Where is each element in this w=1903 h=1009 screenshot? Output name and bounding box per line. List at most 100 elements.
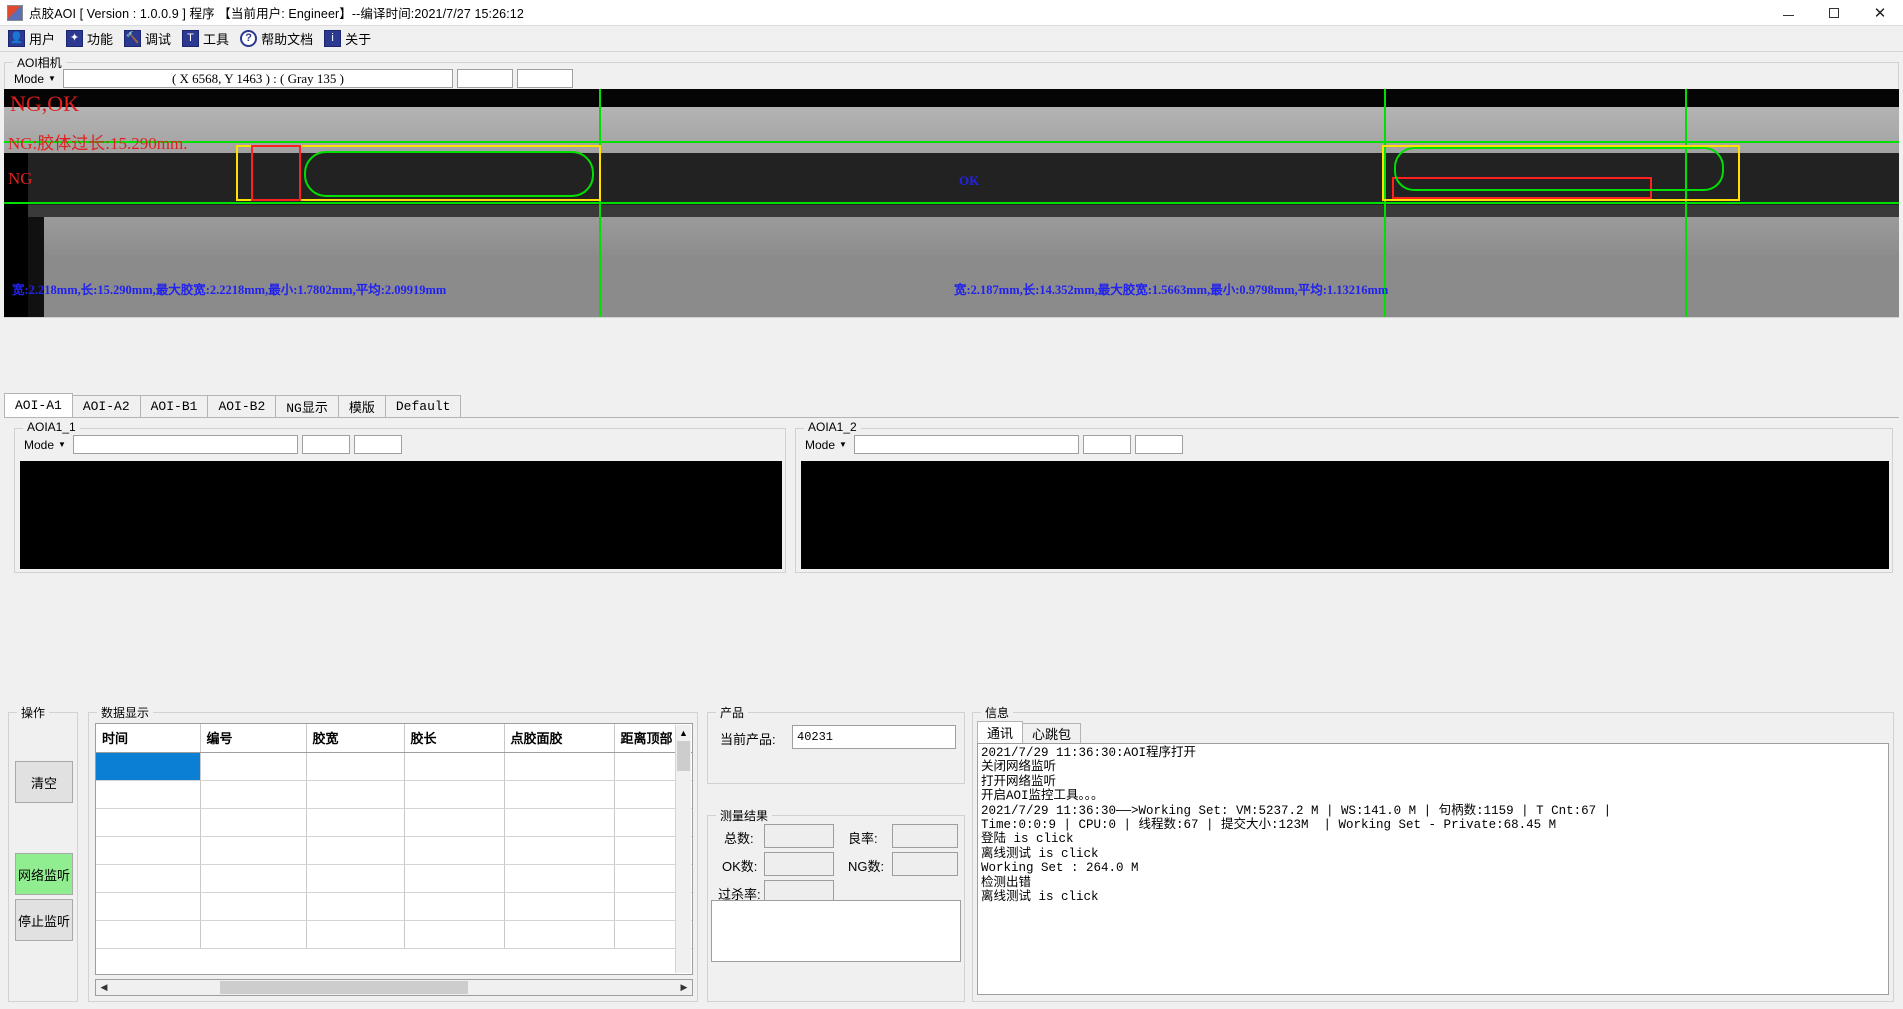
vertical-scroll-thumb[interactable] [677, 741, 690, 771]
subview-1-field-1[interactable] [72, 435, 298, 454]
menu-item-user[interactable]: 👤 用户 [6, 27, 64, 51]
defect-box-right [1392, 177, 1652, 199]
table-cell[interactable] [504, 836, 615, 865]
table-cell[interactable] [306, 780, 405, 809]
table-row[interactable] [96, 808, 692, 837]
table-cell[interactable] [306, 752, 405, 781]
subview-1-canvas[interactable] [20, 461, 782, 569]
column-header-glue-length[interactable]: 胶长 [404, 724, 505, 753]
stop-network-listen-button[interactable]: 停止监听 [15, 899, 73, 941]
column-header-number[interactable]: 编号 [200, 724, 307, 753]
table-cell[interactable] [404, 836, 505, 865]
table-cell[interactable] [404, 892, 505, 921]
table-row[interactable] [96, 864, 692, 893]
horizontal-scroll-track[interactable] [112, 980, 676, 995]
data-table-viewport[interactable]: 时间 编号 胶宽 胶长 点胶面胶 距离顶部 [95, 723, 693, 975]
log-output[interactable]: 2021/7/29 11:36:30:AOI程序打开 关闭网络监听 打开网络监听… [977, 743, 1889, 995]
table-cell[interactable] [306, 920, 405, 949]
table-cell[interactable] [504, 752, 615, 781]
table-cell[interactable] [306, 808, 405, 837]
tab-communication[interactable]: 通讯 [977, 721, 1024, 743]
table-cell[interactable] [504, 864, 615, 893]
table-cell-selected[interactable] [96, 752, 201, 781]
table-cell[interactable] [200, 780, 307, 809]
table-row[interactable] [96, 920, 692, 949]
camera-field-2[interactable] [456, 69, 513, 88]
table-cell[interactable] [504, 808, 615, 837]
tab-aoi-b2[interactable]: AOI-B2 [207, 395, 277, 417]
menu-item-about[interactable]: i 关于 [322, 27, 380, 51]
table-cell[interactable] [96, 808, 201, 837]
subview-2-field-2[interactable] [1082, 435, 1131, 454]
table-row[interactable] [96, 836, 692, 865]
table-cell[interactable] [504, 780, 615, 809]
table-cell[interactable] [306, 892, 405, 921]
maximize-button[interactable] [1811, 0, 1857, 26]
table-cell[interactable] [200, 836, 307, 865]
tab-heartbeat[interactable]: 心跳包 [1022, 723, 1082, 743]
table-cell[interactable] [504, 892, 615, 921]
menu-item-help[interactable]: ? 帮助文档 [238, 27, 322, 51]
tab-default[interactable]: Default [384, 395, 462, 417]
column-header-time[interactable]: 时间 [96, 724, 201, 753]
table-row[interactable] [96, 892, 692, 921]
stop-network-listen-label: 停止监听 [17, 913, 70, 929]
table-cell[interactable] [404, 780, 505, 809]
clear-button[interactable]: 清空 [15, 761, 73, 803]
table-cell[interactable] [96, 920, 201, 949]
table-horizontal-scrollbar[interactable]: ◀ ▶ [95, 979, 693, 996]
table-cell[interactable] [306, 864, 405, 893]
subview-2-canvas[interactable] [801, 461, 1889, 569]
minimize-button[interactable] [1765, 0, 1811, 26]
camera-field-3[interactable] [516, 69, 573, 88]
table-cell[interactable] [404, 808, 505, 837]
inspection-image[interactable]: NG,OK NG:胶体过长:15.290mm. NG OK 宽:2.218mm,… [4, 89, 1899, 317]
table-cell[interactable] [200, 864, 307, 893]
table-cell[interactable] [404, 920, 505, 949]
tab-aoi-a1[interactable]: AOI-A1 [4, 393, 73, 417]
menu-item-function[interactable]: ✦ 功能 [64, 27, 122, 51]
camera-mode-dropdown[interactable]: Mode ▼ [11, 69, 59, 88]
table-cell[interactable] [504, 920, 615, 949]
table-row[interactable] [96, 780, 692, 809]
table-row[interactable] [96, 752, 692, 781]
subview-2-mode-dropdown[interactable]: Mode ▼ [802, 435, 850, 454]
subview-1-field-2[interactable] [301, 435, 350, 454]
tab-aoi-a2[interactable]: AOI-A2 [71, 395, 141, 417]
close-button[interactable]: ✕ [1873, 4, 1887, 22]
table-cell[interactable] [96, 892, 201, 921]
tab-template[interactable]: 模版 [337, 395, 386, 417]
tab-aoi-b1[interactable]: AOI-B1 [139, 395, 209, 417]
table-cell[interactable] [306, 836, 405, 865]
tab-ng-display[interactable]: NG显示 [275, 395, 339, 417]
tab-label: NG显示 [286, 401, 328, 416]
start-network-listen-button[interactable]: 网络监听 [15, 853, 73, 895]
current-product-input[interactable]: 40231 [792, 725, 956, 749]
overlay-ng-message: NG:胶体过长:15.290mm. [8, 134, 188, 153]
column-header-glue-width[interactable]: 胶宽 [306, 724, 405, 753]
table-cell[interactable] [200, 920, 307, 949]
subview-2-field-3[interactable] [1134, 435, 1183, 454]
scroll-up-icon[interactable]: ▲ [679, 728, 688, 738]
scroll-left-icon[interactable]: ◀ [100, 982, 108, 992]
subview-2-field-1[interactable] [853, 435, 1079, 454]
scroll-right-icon[interactable]: ▶ [680, 982, 688, 992]
table-cell[interactable] [200, 892, 307, 921]
title-bar: 点胶AOI [ Version : 1.0.0.9 ] 程序 【当前用户: En… [0, 0, 1903, 26]
table-vertical-scrollbar[interactable]: ▲ [675, 725, 691, 973]
data-table: 时间 编号 胶宽 胶长 点胶面胶 距离顶部 [96, 724, 692, 949]
column-header-glue-area[interactable]: 点胶面胶 [504, 724, 615, 753]
table-cell[interactable] [200, 752, 307, 781]
table-cell[interactable] [404, 864, 505, 893]
table-cell[interactable] [96, 780, 201, 809]
measure-detail-panel[interactable] [711, 900, 961, 962]
subview-1-mode-dropdown[interactable]: Mode ▼ [21, 435, 69, 454]
table-cell[interactable] [404, 752, 505, 781]
menu-item-tools[interactable]: T 工具 [180, 27, 238, 51]
table-cell[interactable] [96, 864, 201, 893]
horizontal-scroll-thumb[interactable] [220, 981, 468, 994]
table-cell[interactable] [200, 808, 307, 837]
menu-item-debug[interactable]: 🔨 调试 [122, 27, 180, 51]
subview-1-field-3[interactable] [353, 435, 402, 454]
table-cell[interactable] [96, 836, 201, 865]
